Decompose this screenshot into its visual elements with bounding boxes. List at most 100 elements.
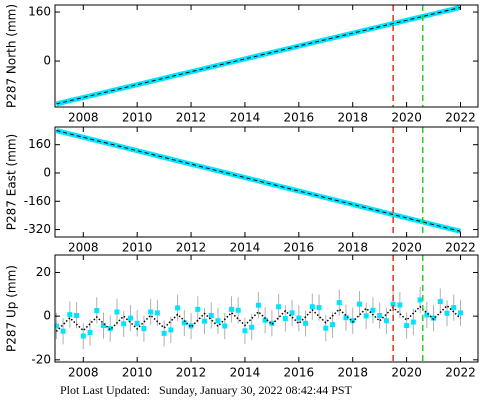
data-point: [370, 307, 376, 313]
x-tick-label: 2010: [122, 366, 153, 380]
data-point: [74, 312, 80, 318]
x-tick-label: 2014: [230, 241, 261, 255]
data-point: [451, 305, 457, 311]
data-point: [161, 330, 167, 336]
x-tick-label: 2020: [391, 366, 422, 380]
data-point: [457, 310, 463, 316]
x-tick-label: 2008: [68, 241, 99, 255]
frame: [54, 126, 479, 238]
data-point: [276, 304, 282, 310]
data-line: [55, 128, 462, 234]
x-tick-label: 2016: [284, 241, 315, 255]
data-point: [417, 297, 423, 303]
data-point: [208, 312, 214, 318]
y-tick-label: -320: [24, 222, 51, 236]
x-tick-label: 2022: [445, 241, 476, 255]
y-tick-label: 0: [43, 309, 51, 323]
data-point: [134, 320, 140, 326]
data-point: [303, 320, 309, 326]
frame: [54, 4, 479, 108]
x-tick-label: 2016: [284, 111, 315, 125]
data-point: [350, 318, 356, 324]
data-point: [363, 313, 369, 319]
plot-area: [55, 5, 462, 107]
data-point: [242, 328, 248, 334]
data-point: [431, 315, 437, 321]
data-point: [255, 302, 261, 308]
data-point: [141, 326, 147, 332]
data-point: [94, 307, 100, 313]
data-point: [343, 315, 349, 321]
data-point: [424, 312, 430, 318]
y-tick-label: -160: [24, 194, 51, 208]
x-tick-label: 2020: [391, 241, 422, 255]
plot-area: [55, 286, 463, 350]
x-tick-label: 2022: [445, 366, 476, 380]
x-tick-label: 2018: [337, 241, 368, 255]
x-tick-label: 2018: [337, 111, 368, 125]
data-point: [383, 318, 389, 324]
x-tick-label: 2010: [122, 241, 153, 255]
data-point: [282, 316, 288, 322]
data-point: [336, 300, 342, 306]
data-point: [222, 323, 228, 329]
data-point: [80, 333, 86, 339]
data-point: [410, 319, 416, 325]
data-point: [249, 324, 255, 330]
y-tick-label: 20: [36, 265, 51, 279]
x-tick-label: 2020: [391, 111, 422, 125]
y-tick-label: 0: [43, 54, 51, 68]
data-point: [228, 306, 234, 312]
data-point: [148, 309, 154, 315]
footer: Plot Last Updated: Sunday, January 30, 2…: [60, 383, 353, 397]
model-line: [56, 6, 461, 105]
data-point: [262, 317, 268, 323]
data-point: [309, 304, 315, 310]
data-point: [154, 310, 160, 316]
data-point: [316, 305, 322, 311]
data-point: [114, 309, 120, 315]
y-tick-label: -20: [31, 352, 51, 366]
data-point: [397, 302, 403, 308]
plot-area: [55, 128, 462, 234]
data-point: [202, 318, 208, 324]
data-point: [390, 301, 396, 307]
data-point: [404, 323, 410, 329]
x-tick-label: 2012: [176, 111, 207, 125]
x-tick-label: 2008: [68, 366, 99, 380]
data-point: [323, 325, 329, 331]
x-tick-label: 2014: [230, 366, 261, 380]
data-point: [269, 320, 275, 326]
x-tick-label: 2014: [230, 111, 261, 125]
data-point: [181, 320, 187, 326]
y-axis-label: P287 East (mm): [5, 134, 19, 230]
y-tick-label: 160: [28, 137, 51, 151]
x-tick-label: 2012: [176, 241, 207, 255]
data-point: [296, 315, 302, 321]
x-tick-label: 2008: [68, 111, 99, 125]
data-point: [377, 312, 383, 318]
data-point: [195, 306, 201, 312]
data-point: [444, 310, 450, 316]
x-tick-label: 2012: [176, 366, 207, 380]
data-point: [55, 323, 59, 329]
x-tick-label: 2010: [122, 111, 153, 125]
x-tick-label: 2018: [337, 366, 368, 380]
data-point: [121, 321, 127, 327]
y-tick-label: 160: [28, 5, 51, 19]
data-point: [168, 327, 174, 333]
y-tick-label: 0: [43, 165, 51, 179]
data-point: [235, 307, 241, 313]
y-axis-label: P287 North (mm): [5, 4, 19, 108]
frame: [54, 254, 479, 363]
data-point: [356, 301, 362, 307]
data-point: [67, 312, 73, 318]
data-point: [107, 326, 113, 332]
data-point: [330, 322, 336, 328]
data-point: [188, 323, 194, 329]
data-point: [100, 323, 106, 329]
y-axis-label: P287 Up (mm): [5, 265, 19, 352]
data-point: [127, 315, 133, 321]
data-point: [175, 305, 181, 311]
